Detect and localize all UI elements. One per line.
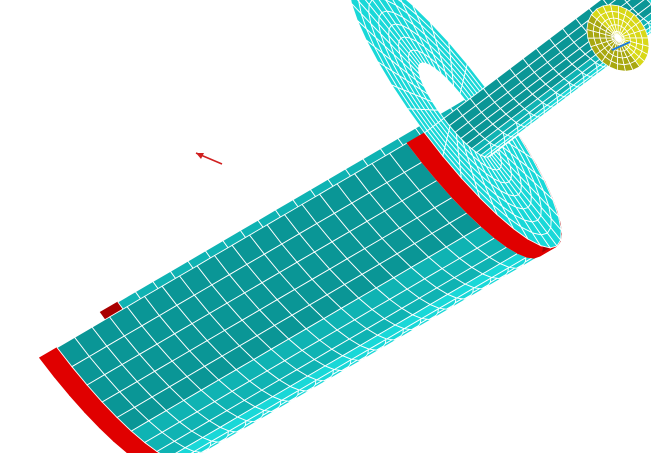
arrow-head-icon bbox=[196, 153, 204, 159]
shoulder-element bbox=[397, 0, 403, 3]
shoulder-element bbox=[540, 232, 558, 249]
end-face-element bbox=[629, 60, 641, 71]
end-face-element bbox=[641, 37, 650, 48]
mesh-element bbox=[647, 19, 651, 25]
shoulder-element bbox=[378, 0, 395, 14]
end-face-element bbox=[586, 28, 595, 39]
shoulder-element bbox=[385, 0, 397, 7]
mesh-element bbox=[603, 0, 617, 7]
shoulder-element bbox=[364, 0, 373, 6]
mesh-element bbox=[626, 0, 645, 10]
markers bbox=[195, 41, 631, 165]
end-face bbox=[586, 4, 650, 72]
mesh-element bbox=[631, 0, 651, 15]
large-cylinder bbox=[38, 86, 562, 453]
shoulder-element bbox=[400, 0, 418, 16]
shoulder-element bbox=[371, 0, 388, 13]
mesh-element bbox=[642, 12, 651, 24]
axis-line-icon bbox=[611, 41, 631, 51]
shoulder-element bbox=[385, 0, 404, 19]
shoulder-element bbox=[392, 0, 409, 14]
